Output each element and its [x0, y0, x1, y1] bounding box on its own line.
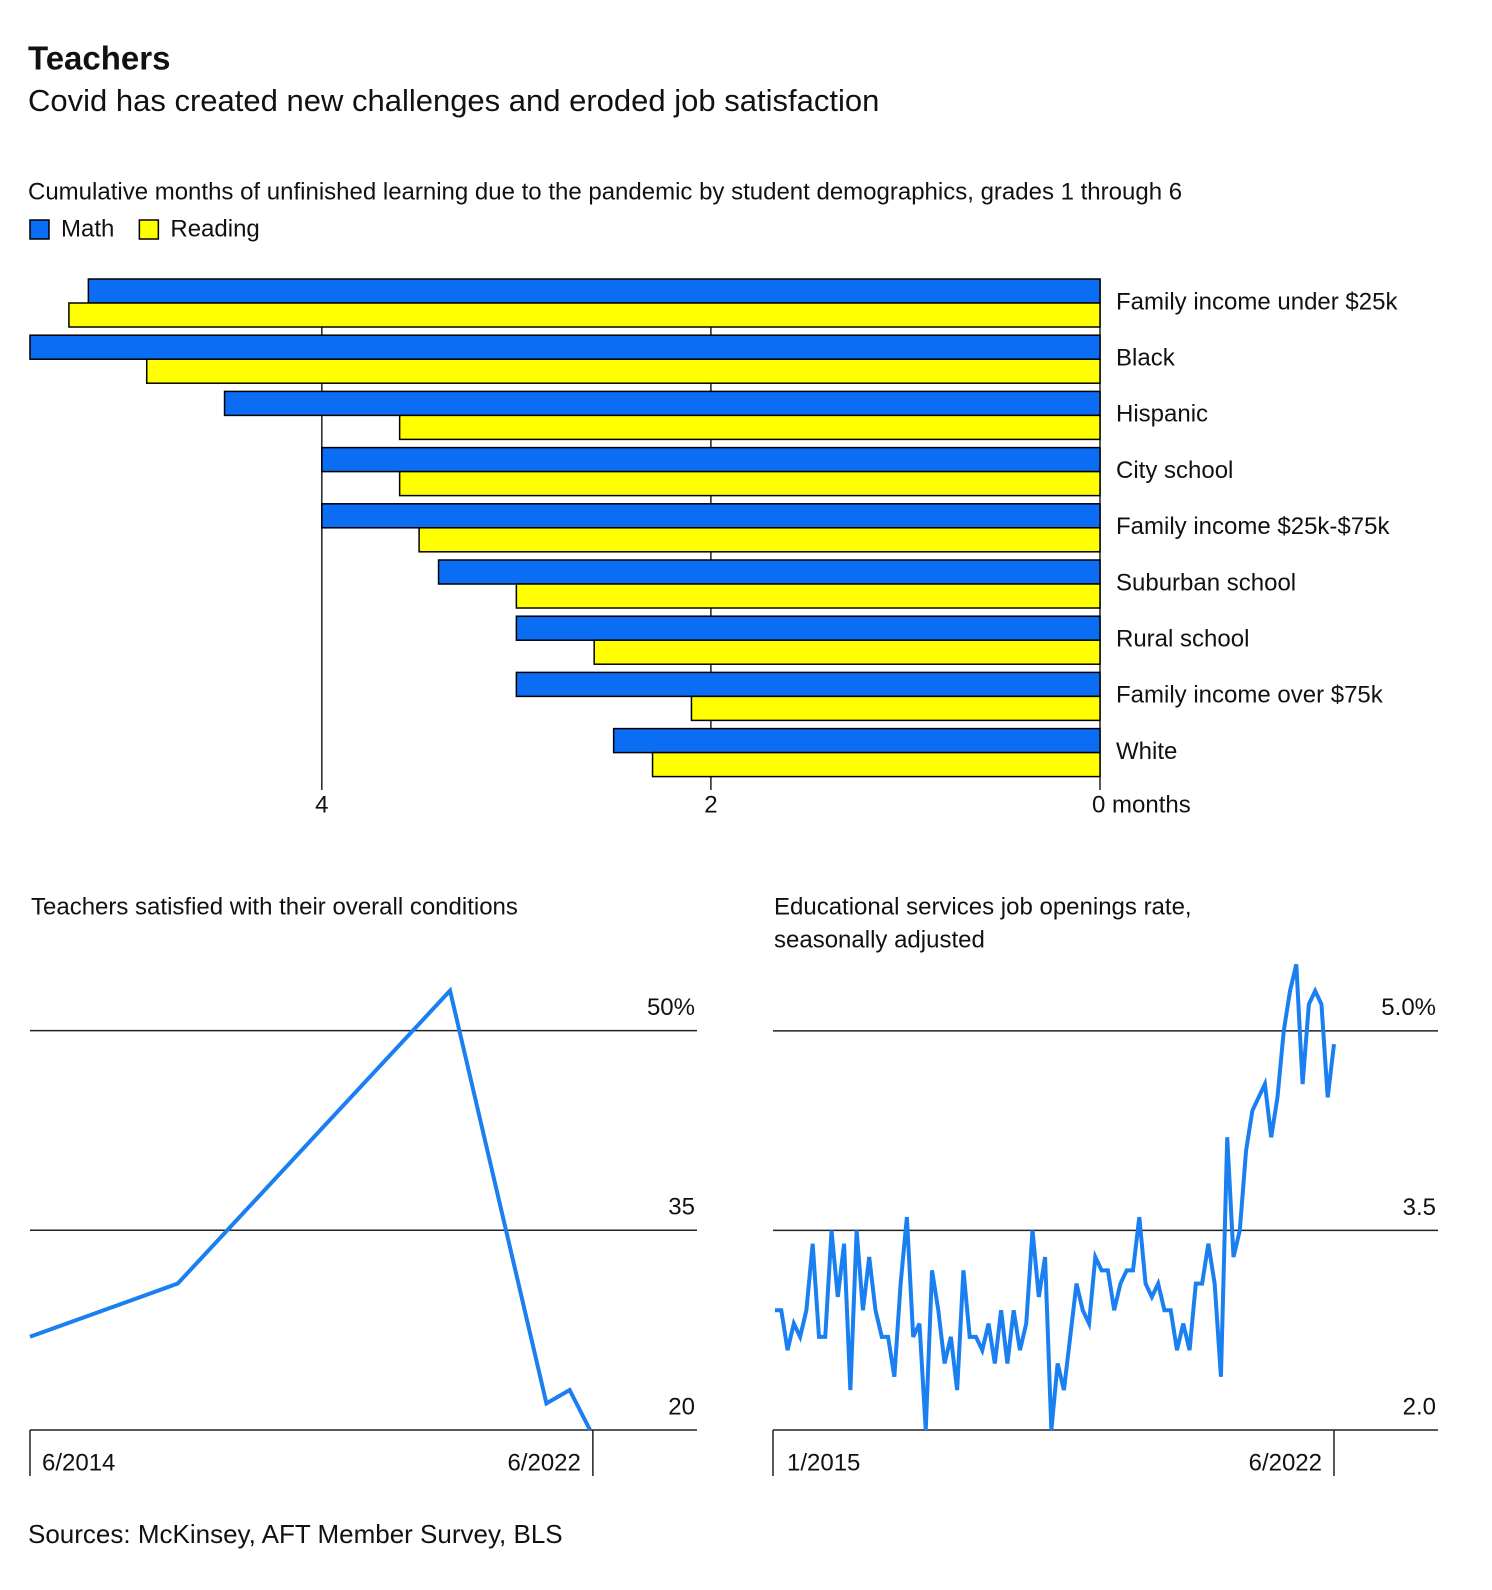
bar — [398, 414, 1101, 441]
source: Sources: McKinsey, AFT Member Survey, BL… — [28, 1519, 563, 1549]
bar — [68, 302, 1101, 328]
category-label: White — [1116, 738, 1177, 765]
y-tick-label: 20 — [668, 1393, 695, 1420]
category-label: Family income under $25k — [1116, 288, 1398, 315]
x-tick-label: 1/2015 — [787, 1449, 860, 1476]
bar — [29, 334, 1101, 360]
bar — [223, 390, 1101, 417]
bar — [418, 527, 1101, 553]
y-tick-label: 50% — [647, 994, 695, 1021]
bar — [515, 583, 1101, 609]
bar — [398, 470, 1101, 497]
legend-label: Reading — [170, 215, 259, 242]
page-title: Teachers — [28, 40, 170, 77]
chart-title: Educational services job openings rate, — [774, 893, 1192, 920]
legend-label: Math — [61, 215, 114, 242]
x-tick-label: 2 — [704, 791, 717, 818]
x-tick-label: 6/2014 — [42, 1449, 115, 1476]
category-label: Rural school — [1116, 626, 1249, 653]
bar — [651, 751, 1101, 778]
bar — [612, 727, 1101, 754]
bar — [437, 559, 1101, 585]
x-tick-label: 6/2022 — [1249, 1449, 1322, 1476]
category-label: City school — [1116, 457, 1233, 484]
category-label: Family income over $75k — [1116, 682, 1384, 709]
bar — [321, 503, 1101, 529]
x-tick-label: 6/2022 — [507, 1449, 580, 1476]
y-tick-label: 35 — [668, 1194, 695, 1221]
bar — [321, 446, 1101, 473]
bar — [593, 639, 1101, 665]
chart-title: seasonally adjusted — [774, 926, 985, 953]
x-tick-label: 4 — [315, 791, 328, 818]
page-subtitle: Covid has created new challenges and ero… — [28, 83, 879, 118]
bar — [515, 671, 1101, 698]
line — [29, 986, 592, 1431]
chart-title: Cumulative months of unfinished learning… — [28, 178, 1182, 205]
category-label: Hispanic — [1116, 401, 1208, 428]
y-tick-label: 3.5 — [1403, 1194, 1436, 1221]
x-tick-label: 0 months — [1092, 791, 1191, 818]
y-tick-label: 5.0% — [1381, 994, 1436, 1021]
bar — [690, 695, 1101, 722]
bar — [87, 278, 1101, 304]
category-label: Family income $25k-$75k — [1116, 513, 1390, 540]
bar — [515, 615, 1101, 641]
y-tick-label: 2.0 — [1403, 1393, 1436, 1420]
category-label: Black — [1116, 345, 1176, 372]
category-label: Suburban school — [1116, 569, 1296, 596]
line — [775, 963, 1336, 1431]
chart-title: Teachers satisfied with their overall co… — [31, 893, 518, 920]
bar — [145, 358, 1101, 384]
legend-swatch — [138, 219, 160, 240]
legend-swatch — [29, 219, 50, 240]
